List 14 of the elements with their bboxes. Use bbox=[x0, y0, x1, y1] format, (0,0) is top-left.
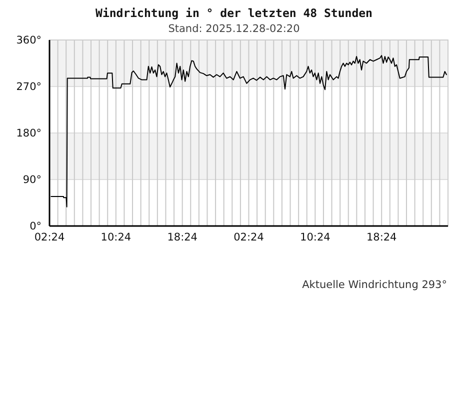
x-tick-label: 18:24 bbox=[167, 231, 198, 244]
x-tick-label: 10:24 bbox=[100, 231, 132, 244]
y-tick-label: 270° bbox=[16, 80, 42, 93]
y-tick-label: 90° bbox=[22, 174, 42, 186]
x-tick-label: 10:24 bbox=[300, 231, 331, 244]
x-tick-label: 02:24 bbox=[234, 231, 264, 244]
x-tick-label: 02:24 bbox=[34, 231, 65, 244]
y-tick-label: 180° bbox=[16, 127, 42, 140]
text: Aktuelle Windrichtung 293° bbox=[302, 279, 447, 291]
x-tick-label: 18:24 bbox=[366, 231, 398, 244]
chart-title: Windrichtung in ° der letzten 48 Stunden bbox=[96, 6, 373, 20]
chart-subtitle: Stand: 2025.12.28-02:20 bbox=[168, 23, 300, 35]
y-tick-label: 0° bbox=[30, 220, 42, 232]
y-tick-label: 360° bbox=[16, 34, 42, 46]
